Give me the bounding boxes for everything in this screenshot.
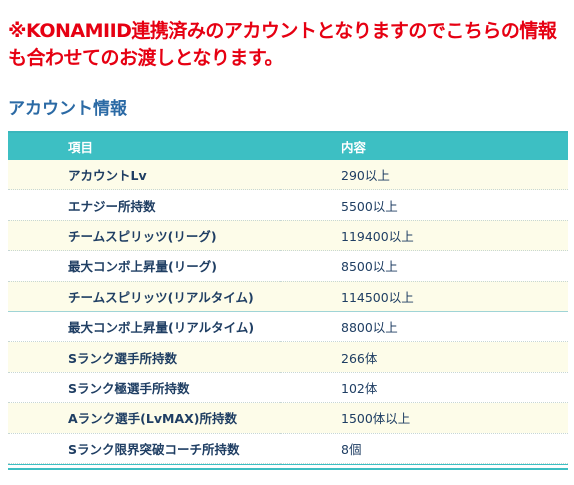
row-value: 114500以上 <box>280 281 568 312</box>
table-row: Sランク選手所持数 266体 <box>8 341 568 373</box>
table-bottom-border <box>8 463 568 470</box>
table-row: Sランク極選手所持数 102体 <box>8 372 568 404</box>
table-row: Sランク限界突破コーチ所持数 8個 <box>8 433 568 464</box>
row-item: Sランク選手所持数 <box>8 341 280 373</box>
table-row: チームスピリッツ(リアルタイム) 114500以上 <box>8 281 568 312</box>
account-info-table-wrap: 項目 内容 アカウントLv 290以上 エナジー所持数 5500以上 チームスピ… <box>8 131 568 470</box>
row-value: 119400以上 <box>280 220 568 252</box>
notice-text: ※KONAMIID連携済みのアカウントとなりますのでこちらの情報も合わせてのお渡… <box>8 20 557 69</box>
table-row: エナジー所持数 5500以上 <box>8 189 568 221</box>
row-item: チームスピリッツ(リアルタイム) <box>8 281 280 312</box>
row-value: 1500体以上 <box>280 402 568 434</box>
row-item: Sランク限界突破コーチ所持数 <box>8 433 280 464</box>
table-row: 最大コンボ上昇量(リーグ) 8500以上 <box>8 250 568 282</box>
account-info-table: 項目 内容 アカウントLv 290以上 エナジー所持数 5500以上 チームスピ… <box>8 131 568 464</box>
row-item: Aランク選手(LvMAX)所持数 <box>8 402 280 434</box>
row-item: Sランク極選手所持数 <box>8 372 280 404</box>
row-value: 8500以上 <box>280 250 568 282</box>
row-value: 8800以上 <box>280 311 568 343</box>
table-row: 最大コンボ上昇量(リアルタイム) 8800以上 <box>8 311 568 343</box>
row-item: 最大コンボ上昇量(リーグ) <box>8 250 280 282</box>
row-item: チームスピリッツ(リーグ) <box>8 220 280 252</box>
table-row: アカウントLv 290以上 <box>8 160 568 191</box>
row-value: 102体 <box>280 372 568 404</box>
row-value: 5500以上 <box>280 189 568 221</box>
row-item: エナジー所持数 <box>8 189 280 221</box>
table-header-row: 項目 内容 <box>8 131 568 160</box>
section-title: アカウント情報 <box>8 99 127 119</box>
row-item: 最大コンボ上昇量(リアルタイム) <box>8 311 280 343</box>
row-value: 266体 <box>280 341 568 373</box>
header-value: 内容 <box>280 131 568 160</box>
row-item: アカウントLv <box>8 160 280 191</box>
row-value: 8個 <box>280 433 568 464</box>
header-item: 項目 <box>8 131 280 160</box>
row-value: 290以上 <box>280 160 568 191</box>
table-row: チームスピリッツ(リーグ) 119400以上 <box>8 220 568 252</box>
table-row: Aランク選手(LvMAX)所持数 1500体以上 <box>8 402 568 434</box>
